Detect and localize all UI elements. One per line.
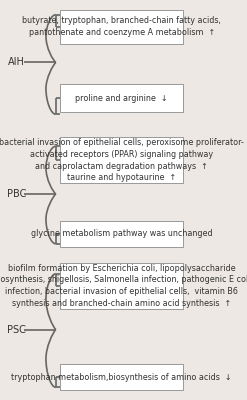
Text: biofilm formation by Escherichia coli, lipopolysaccharide
biosynthesis, shigello: biofilm formation by Escherichia coli, l… — [0, 264, 247, 308]
FancyBboxPatch shape — [60, 84, 183, 112]
FancyBboxPatch shape — [60, 221, 183, 247]
FancyBboxPatch shape — [60, 263, 183, 309]
Text: tryptophan metabolism,biosynthesis of amino acids  ↓: tryptophan metabolism,biosynthesis of am… — [12, 373, 232, 382]
FancyBboxPatch shape — [60, 364, 183, 390]
Text: PSC: PSC — [7, 324, 26, 334]
Text: proline and arginine  ↓: proline and arginine ↓ — [76, 94, 168, 103]
Text: glycine metabolism pathway was unchanged: glycine metabolism pathway was unchanged — [31, 229, 213, 238]
FancyBboxPatch shape — [60, 137, 183, 183]
Text: bacterial invasion of epithelial cells, peroxisome proliferator-
activated recep: bacterial invasion of epithelial cells, … — [0, 138, 244, 182]
Text: AIH: AIH — [8, 58, 25, 68]
FancyBboxPatch shape — [60, 10, 183, 44]
Text: butyrate, tryptophan, branched-chain fatty acids,
pantothenate and coenzyme A me: butyrate, tryptophan, branched-chain fat… — [22, 16, 221, 37]
Text: PBC: PBC — [7, 189, 26, 199]
